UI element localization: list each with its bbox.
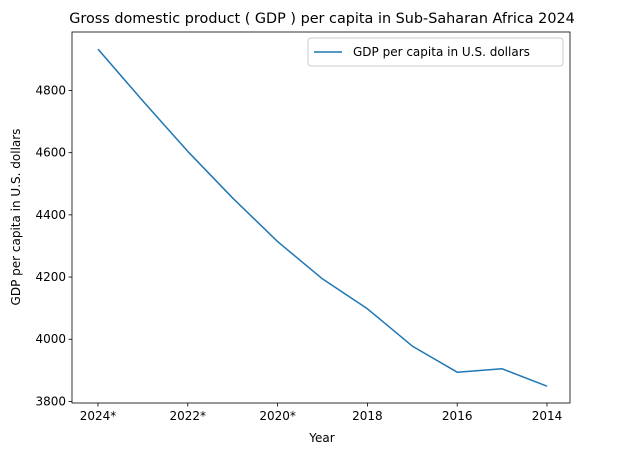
x-tick-label: 2016 xyxy=(442,409,473,423)
legend: GDP per capita in U.S. dollars xyxy=(307,37,564,67)
x-axis: 2024* 2022* 2020* 2018 2016 2014 xyxy=(80,403,563,423)
series-line xyxy=(97,48,548,387)
plot-frame xyxy=(71,31,571,404)
x-tick-label: 2022* xyxy=(170,409,207,423)
y-tick-label: 4200 xyxy=(35,270,66,284)
x-tick-label: 2020* xyxy=(259,409,296,423)
x-axis-label: Year xyxy=(308,431,334,445)
y-axis: 3800 4000 4200 4400 4600 4800 xyxy=(35,83,72,408)
y-tick-label: 3800 xyxy=(35,394,66,408)
x-tick-label: 2018 xyxy=(352,409,383,423)
y-axis-label: GDP per capita in U.S. dollars xyxy=(9,129,23,306)
x-tick-label: 2024* xyxy=(80,409,117,423)
y-tick-label: 4400 xyxy=(35,208,66,222)
series-layer xyxy=(97,48,548,387)
y-tick-label: 4000 xyxy=(35,332,66,346)
legend-label: GDP per capita in U.S. dollars xyxy=(353,45,530,59)
y-tick-label: 4800 xyxy=(35,83,66,97)
y-tick-label: 4600 xyxy=(35,146,66,160)
legend-box xyxy=(307,37,564,67)
x-tick-label: 2014 xyxy=(532,409,563,423)
chart-title: Gross domestic product ( GDP ) per capit… xyxy=(69,11,575,27)
